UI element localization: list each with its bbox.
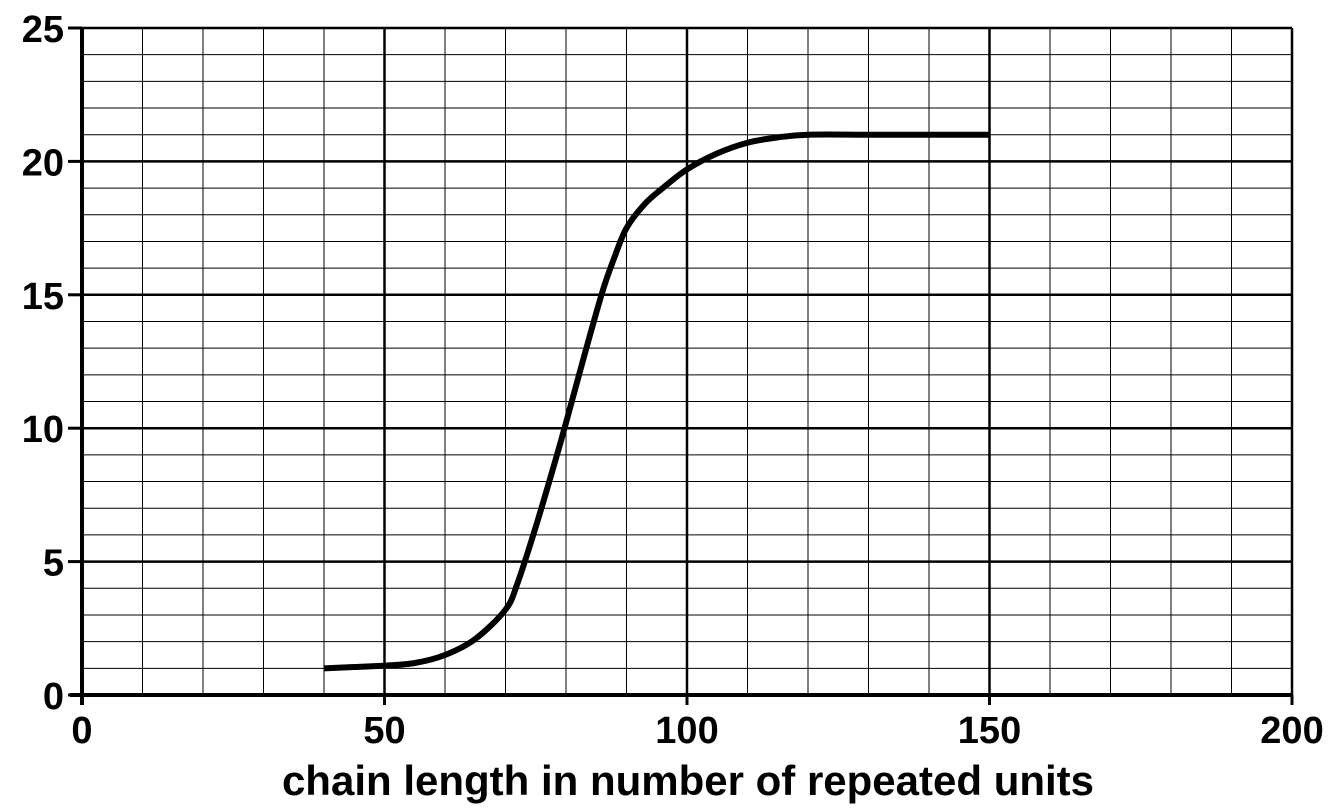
- x-tick-label: 50: [363, 710, 405, 752]
- y-tick-label: 25: [22, 9, 64, 51]
- x-tick-label: 200: [1260, 710, 1323, 752]
- x-tick-label: 100: [655, 710, 718, 752]
- tick-labels: 0 5 10 15 20 25 0 50 100 150 200: [22, 9, 1324, 752]
- x-tick-label: 150: [958, 710, 1021, 752]
- series: [323, 131, 990, 672]
- axes: [68, 26, 1294, 705]
- x-axis-title: chain length in number of repeated units: [282, 757, 1094, 804]
- y-tick-label: 5: [43, 543, 64, 585]
- y-tick-label: 15: [22, 276, 64, 318]
- y-tick-label: 10: [22, 409, 64, 451]
- y-tick-label: 0: [43, 676, 64, 718]
- series-line: [323, 131, 990, 672]
- x-tick-label: 0: [71, 710, 92, 752]
- y-tick-label: 20: [22, 142, 64, 184]
